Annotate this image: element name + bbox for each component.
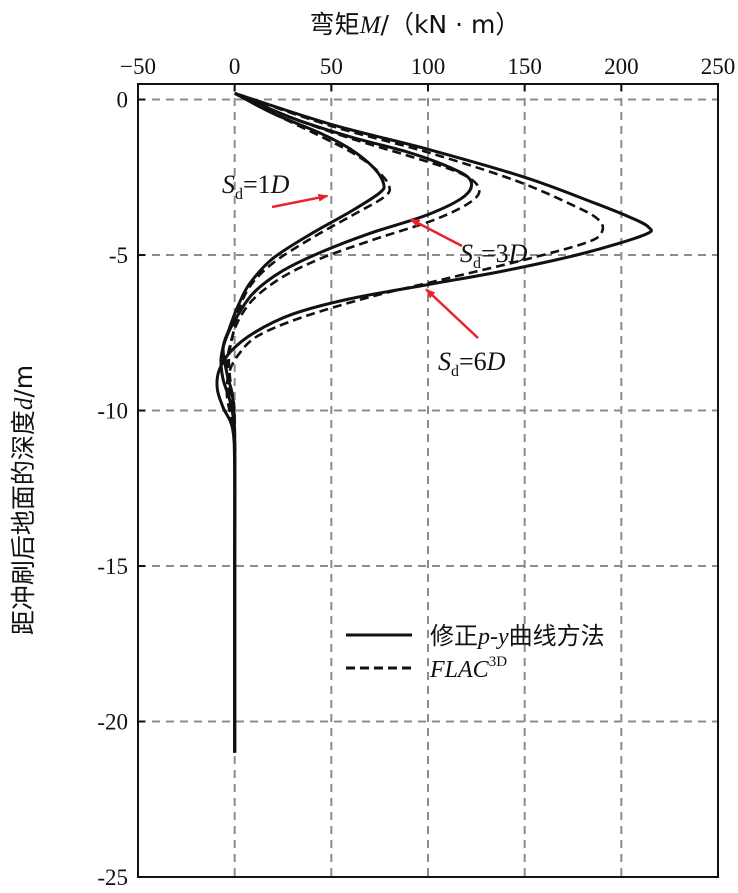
x-axis-title-unit: /（kN · m） [381,10,521,39]
y-axis-title: 距冲刷后地面的深度d/m [9,365,38,635]
legend-label: FLAC3D [429,654,507,683]
curves [215,91,653,753]
series-line-dashed [225,92,481,753]
y-axis-title-var: d [11,397,38,410]
sd-annotation-arrow [271,193,329,209]
y-tick-label: -20 [97,710,128,735]
x-tick-label: 250 [701,54,736,79]
grid-lines [138,84,718,877]
x-axis-title: 弯矩M/（kN · m） [310,10,521,39]
x-tick-label: 100 [411,54,446,79]
x-axis-title-var: M [359,12,382,39]
y-axis-title-main: 距冲刷后地面的深度 [9,410,38,635]
x-tick-label: −50 [120,54,156,79]
y-axis-title-unit: /m [9,365,38,398]
x-axis-title-main: 弯矩 [310,10,360,39]
x-tick-label: 50 [320,54,343,79]
y-tick-label: -10 [97,399,128,424]
y-axis-ticks: 0 -5 -10 -15 -20 -25 [97,88,145,890]
series-line-dashed [225,92,605,753]
sd-annotation-arrow [425,288,479,339]
sd-annotation-label: Sd=6D [438,347,506,380]
y-tick-label: -15 [97,554,128,579]
y-tick-label: -25 [97,865,128,890]
x-tick-label: 150 [507,54,542,79]
y-tick-label: -5 [109,243,128,268]
x-tick-label: 0 [229,54,241,79]
sd-annotation-label: Sd=1D [222,170,290,203]
legend: 修正p-y曲线方法 FLAC3D [346,622,605,683]
x-axis-ticks: −50 0 50 100 150 200 250 [120,54,735,91]
x-tick-label: 200 [604,54,639,79]
y-tick-label: 0 [117,88,129,113]
sd-annotation-arrow [409,218,463,248]
sd-annotation-label: Sd=3D [460,239,528,272]
annotations: Sd=1D Sd=3D Sd=6D [222,170,528,380]
legend-label: 修正p-y曲线方法 [430,622,605,650]
